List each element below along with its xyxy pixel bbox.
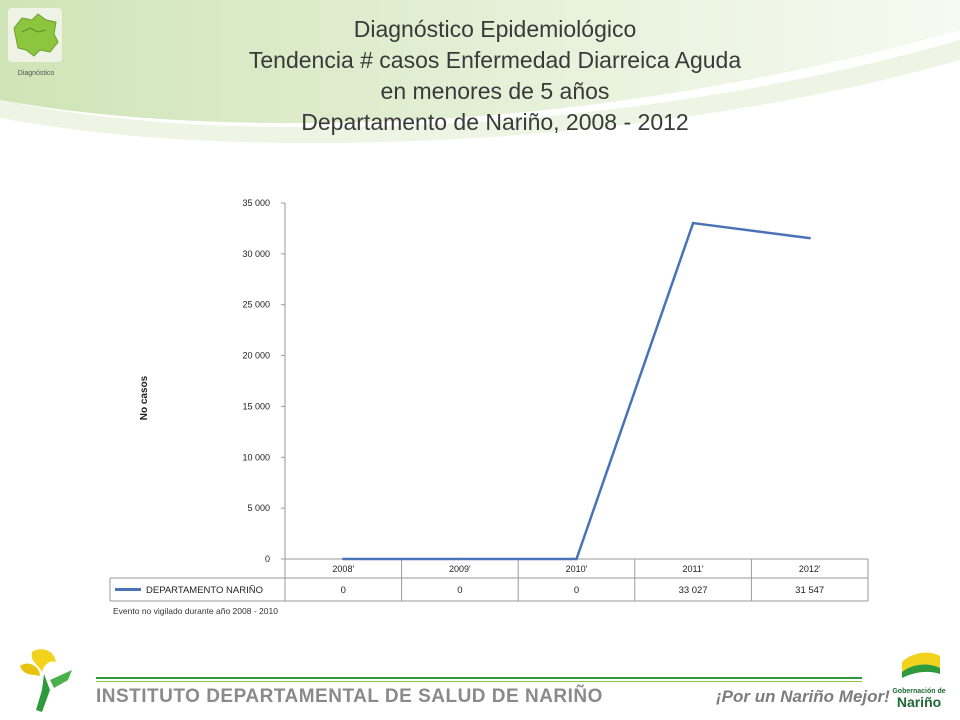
y-tick-label: 30 000 — [242, 249, 270, 259]
data-table-value: 33 027 — [679, 585, 708, 596]
y-axis-label: No casos — [139, 375, 150, 420]
x-category-label: 2010' — [566, 564, 588, 574]
slogan: ¡Por un Nariño Mejor! — [716, 687, 890, 706]
chart-note: Evento no vigilado durante año 2008 - 20… — [113, 606, 278, 616]
y-axis-ticks: 0 5 000 10 000 15 000 20 000 25 000 30 000 35 0… — [242, 198, 285, 564]
data-table-value: 0 — [574, 585, 579, 596]
y-tick-label: 0 — [265, 554, 270, 564]
x-category-label: 2008' — [332, 564, 354, 574]
y-tick-label: 15 000 — [242, 401, 270, 411]
x-category-label: 2009' — [449, 564, 471, 574]
series-line-departamento-narino — [343, 221, 810, 561]
institute-flower-logo — [20, 649, 72, 712]
data-point — [808, 236, 811, 240]
gobernacion-logo — [902, 652, 940, 678]
data-table: 2008' 2009' 2010' 2011' 2012' DEPARTAMENTO NA… — [109, 558, 869, 602]
legend-label: DEPARTAMENTO NARIÑO — [146, 585, 263, 596]
gobernacion-text: Gobernación de Nariño — [884, 686, 954, 710]
title-line-3: en menores de 5 años — [380, 78, 610, 104]
series-points — [342, 221, 811, 561]
title-line-2: Tendencia # casos Enfermedad Diarreica A… — [248, 47, 742, 73]
logo-caption: Diagnóstico — [17, 70, 55, 77]
data-table-value: 0 — [341, 585, 346, 596]
data-point — [342, 557, 345, 561]
header-swoosh-background — [0, 0, 960, 144]
footer-divider — [96, 677, 862, 679]
page-title: Diagnóstico Epidemiológico Tendencia # c… — [150, 14, 840, 138]
institute-name: INSTITUTO DEPARTAMENTAL DE SALUD DE NARI… — [96, 686, 603, 707]
footer-divider-thin — [96, 681, 862, 682]
data-point — [691, 221, 695, 225]
y-tick-label: 25 000 — [242, 300, 270, 310]
data-table-value: 31 547 — [795, 585, 824, 596]
department-map-logo — [8, 8, 62, 62]
y-tick-label: 20 000 — [242, 351, 270, 361]
data-table-value: 0 — [457, 585, 462, 596]
x-category-label: 2011' — [683, 564, 704, 574]
line-chart: 0 5 000 10 000 15 000 20 000 25 000 30 000 35 0… — [109, 198, 869, 616]
gobernacion-line-1: Gobernación de — [892, 688, 946, 695]
title-line-4: Departamento de Nariño, 2008 - 2012 — [301, 109, 689, 135]
data-point — [458, 557, 462, 561]
title-line-1: Diagnóstico Epidemiológico — [353, 16, 637, 42]
y-tick-label: 10 000 — [242, 452, 270, 462]
gobernacion-line-2: Nariño — [896, 694, 942, 710]
y-tick-label: 35 000 — [242, 198, 270, 208]
y-tick-label: 5 000 — [247, 503, 270, 513]
x-category-label: 2012' — [799, 564, 821, 574]
data-point — [575, 557, 578, 561]
